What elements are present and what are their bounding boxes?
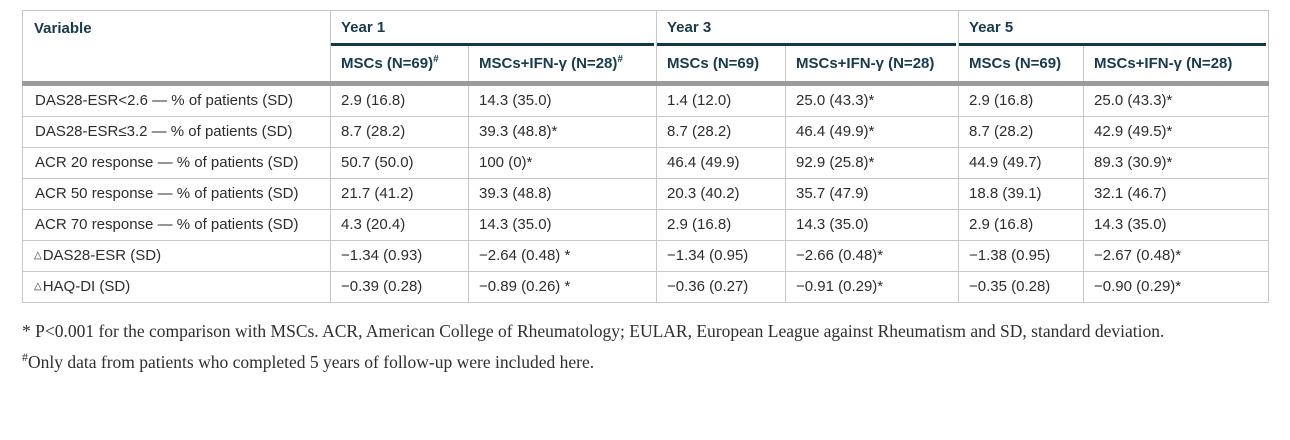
value-cell: 42.9 (49.5)* [1083, 116, 1269, 148]
value-cell: 100 (0)* [468, 147, 657, 179]
value-cell: 46.4 (49.9)* [785, 116, 959, 148]
value-cell: 8.7 (28.2) [656, 116, 786, 148]
row-label-text: DAS28-ESR (SD) [42, 247, 162, 264]
value-cell: −2.66 (0.48)* [785, 240, 959, 272]
col-header-label: MSCs (N=69) [341, 55, 434, 72]
value-cell: 2.9 (16.8) [656, 209, 786, 241]
row-label: DAS28-ESR≤3.2 — % of patients (SD) [22, 116, 331, 148]
value-cell: 44.9 (49.7) [958, 147, 1084, 179]
row-label: ACR 70 response — % of patients (SD) [22, 209, 331, 241]
year1-group-header: Year 1 [330, 10, 657, 46]
row-label: DAS28-ESR<2.6 — % of patients (SD) [23, 84, 331, 117]
col-header-year3-mscs-ifn: MSCs+IFN-γ (N=28) [785, 46, 959, 86]
subgroup-header-row: MSCs (N=69)# MSCs+IFN-γ (N=28)# MSCs (N=… [23, 46, 1269, 86]
value-cell: −0.35 (0.28) [958, 271, 1084, 303]
table-row-das28-esr-le-3-2: DAS28-ESR≤3.2 — % of patients (SD) 8.7 (… [22, 116, 1269, 148]
value-cell: 14.3 (35.0) [468, 209, 657, 241]
value-cell: 20.3 (40.2) [656, 178, 786, 210]
value-cell: 89.3 (30.9)* [1083, 147, 1269, 179]
value-cell: 39.3 (48.8)* [468, 116, 657, 148]
hash-superscript: # [433, 54, 439, 65]
table-row-das28-esr-lt-2-6: DAS28-ESR<2.6 — % of patients (SD) 2.9 (… [23, 83, 1269, 117]
row-label: ACR 20 response — % of patients (SD) [22, 147, 331, 179]
year-header-row: Variable Year 1 Year 3 Year 5 [22, 10, 1269, 86]
value-cell: −1.34 (0.95) [656, 240, 786, 272]
value-cell: 14.3 (35.0) [785, 209, 959, 241]
col-header-label: MSCs (N=69) [667, 55, 760, 72]
value-cell: −0.90 (0.29)* [1083, 271, 1269, 303]
value-cell: 35.7 (47.9) [785, 178, 959, 210]
col-header-label: MSCs+IFN-γ (N=28) [1094, 55, 1233, 72]
results-table: Variable Year 1 Year 3 Year 5 MSCs (N=69… [22, 10, 1269, 303]
value-cell: −0.39 (0.28) [330, 271, 469, 303]
value-cell: 2.9 (16.8) [958, 83, 1084, 117]
col-header-year3-mscs: MSCs (N=69) [656, 46, 786, 86]
value-cell: 2.9 (16.8) [958, 209, 1084, 241]
value-cell: −1.34 (0.93) [330, 240, 469, 272]
value-cell: 32.1 (46.7) [1083, 178, 1269, 210]
table-row-delta-das28-esr: △DAS28-ESR (SD) −1.34 (0.93) −2.64 (0.48… [22, 240, 1269, 272]
value-cell: −0.89 (0.26) * [468, 271, 657, 303]
table-row-acr20: ACR 20 response — % of patients (SD) 50.… [22, 147, 1269, 179]
value-cell: 39.3 (48.8) [468, 178, 657, 210]
row-label: △DAS28-ESR (SD) [22, 240, 331, 272]
col-header-year5-mscs: MSCs (N=69) [958, 46, 1084, 86]
table-row-delta-haq-di: △HAQ-DI (SD) −0.39 (0.28) −0.89 (0.26) *… [22, 271, 1269, 303]
value-cell: 2.9 (16.8) [330, 83, 469, 117]
footnote-asterisk: * P<0.001 for the comparison with MSCs. … [22, 321, 1165, 341]
col-header-label: MSCs+IFN-γ (N=28) [796, 55, 935, 72]
row-label-text: ACR 20 response — % of patients (SD) [35, 154, 299, 171]
table-row-acr70: ACR 70 response — % of patients (SD) 4.3… [22, 209, 1269, 241]
value-cell: 18.8 (39.1) [958, 178, 1084, 210]
year5-label: Year 5 [959, 11, 1266, 46]
value-cell: 46.4 (49.9) [656, 147, 786, 179]
value-cell: 14.3 (35.0) [468, 83, 657, 117]
value-cell: −2.64 (0.48) * [468, 240, 657, 272]
value-cell: 50.7 (50.0) [330, 147, 469, 179]
value-cell: 14.3 (35.0) [1083, 209, 1269, 241]
row-label: ACR 50 response — % of patients (SD) [22, 178, 331, 210]
year3-label: Year 3 [657, 11, 956, 46]
row-label-text: DAS28-ESR≤3.2 — % of patients (SD) [35, 123, 293, 140]
col-header-year5-mscs-ifn: MSCs+IFN-γ (N=28) [1083, 46, 1269, 86]
col-header-year1-mscs: MSCs (N=69)# [330, 46, 469, 86]
col-header-label: MSCs+IFN-γ (N=28) [479, 55, 618, 72]
row-label-text: ACR 70 response — % of patients (SD) [35, 216, 299, 233]
page: Variable Year 1 Year 3 Year 5 MSCs (N=69… [22, 10, 1269, 378]
delta-symbol: △ [34, 250, 42, 261]
row-label-text: HAQ-DI (SD) [42, 278, 131, 295]
value-cell: −0.36 (0.27) [656, 271, 786, 303]
value-cell: 92.9 (25.8)* [785, 147, 959, 179]
value-cell: 25.0 (43.3)* [1083, 83, 1269, 117]
row-label: △HAQ-DI (SD) [22, 271, 331, 303]
year3-group-header: Year 3 [656, 10, 959, 46]
row-label-text: ACR 50 response — % of patients (SD) [35, 185, 299, 202]
table-row-acr50: ACR 50 response — % of patients (SD) 21.… [22, 178, 1269, 210]
value-cell: 8.7 (28.2) [958, 116, 1084, 148]
value-cell: −2.67 (0.48)* [1083, 240, 1269, 272]
value-cell: 4.3 (20.4) [330, 209, 469, 241]
delta-symbol: △ [34, 281, 42, 292]
footnote-hash-text: Only data from patients who completed 5 … [28, 352, 595, 373]
value-cell: 25.0 (43.3)* [785, 83, 959, 117]
col-header-label: MSCs (N=69) [969, 55, 1062, 72]
value-cell: 21.7 (41.2) [330, 178, 469, 210]
col-header-year1-mscs-ifn: MSCs+IFN-γ (N=28)# [468, 46, 657, 86]
hash-superscript: # [22, 350, 28, 365]
year5-group-header: Year 5 [958, 10, 1269, 46]
value-cell: −0.91 (0.29)* [785, 271, 959, 303]
row-label-text: DAS28-ESR<2.6 — % of patients (SD) [35, 92, 294, 109]
footnotes: * P<0.001 for the comparison with MSCs. … [22, 316, 1197, 378]
footnote-hash: #Only data from patients who completed 5… [22, 347, 1197, 378]
value-cell: −1.38 (0.95) [958, 240, 1084, 272]
hash-superscript: # [617, 54, 623, 65]
variable-column-header: Variable [22, 10, 331, 86]
year1-label: Year 1 [331, 11, 654, 46]
value-cell: 1.4 (12.0) [656, 83, 786, 117]
value-cell: 8.7 (28.2) [330, 116, 469, 148]
